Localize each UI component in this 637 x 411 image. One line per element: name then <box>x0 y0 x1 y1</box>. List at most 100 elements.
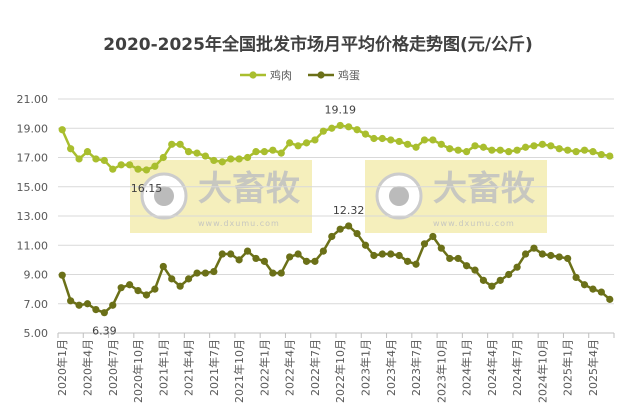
data-point <box>446 254 454 263</box>
y-tick-label: 13.00 <box>17 210 49 223</box>
x-tick-label: 2022年1月 <box>257 339 271 396</box>
data-point <box>67 145 75 153</box>
data-point <box>404 140 412 148</box>
data-label: 6.39 <box>92 325 117 338</box>
data-point <box>547 142 555 150</box>
x-tick-label: 2022年10月 <box>333 339 347 403</box>
data-point <box>530 244 538 252</box>
x-tick-label: 2022年4月 <box>283 339 297 396</box>
x-tick-label: 2023年7月 <box>409 339 423 396</box>
watermarks: 大畜牧 www.dxumu.com 大畜牧 www.dxumu.com <box>130 160 547 233</box>
data-point <box>429 232 437 241</box>
data-point <box>564 146 572 154</box>
data-point <box>488 146 496 154</box>
data-point <box>75 301 83 309</box>
legend-label: 鸡肉 <box>270 68 292 82</box>
x-tick-label: 2024年1月 <box>460 339 474 396</box>
legend-label: 鸡蛋 <box>338 68 360 82</box>
data-point <box>176 140 184 148</box>
data-point <box>117 161 125 169</box>
data-point <box>471 266 479 274</box>
data-point <box>513 263 521 271</box>
data-point <box>538 140 546 148</box>
data-point <box>193 149 201 157</box>
data-point <box>58 271 66 279</box>
data-point <box>286 253 294 261</box>
data-point <box>193 269 201 277</box>
series-layer <box>58 121 614 317</box>
data-point <box>454 146 462 154</box>
data-point <box>252 254 260 263</box>
data-point <box>479 276 488 284</box>
data-point <box>589 285 597 293</box>
x-tick-label: 2023年4月 <box>384 339 398 396</box>
x-tick-label: 2020年4月 <box>80 339 94 396</box>
data-point <box>210 267 218 276</box>
x-tick-label: 2024年4月 <box>485 339 499 396</box>
data-point <box>302 139 311 147</box>
data-point <box>218 250 226 258</box>
data-point <box>404 257 412 265</box>
data-point <box>302 257 311 265</box>
eye-pupil-icon <box>154 186 174 206</box>
x-tick-label: 2021年1月 <box>156 339 170 396</box>
x-tick-label: 2022年7月 <box>308 339 322 396</box>
x-tick-label: 2021年7月 <box>207 339 221 396</box>
x-tick-label: 2025年1月 <box>561 339 575 396</box>
data-point <box>184 275 193 283</box>
y-tick-label: 21.00 <box>17 93 49 106</box>
data-point <box>336 121 344 130</box>
data-point <box>547 251 555 260</box>
x-tick-label: 2024年10月 <box>535 339 549 403</box>
data-point <box>589 148 597 156</box>
watermark-brand: 大畜牧 <box>198 169 301 209</box>
data-point <box>184 148 193 156</box>
data-point <box>117 284 125 292</box>
data-point <box>269 146 277 154</box>
data-point <box>505 148 513 156</box>
data-point <box>572 148 580 156</box>
data-point <box>336 225 344 233</box>
data-point <box>319 127 327 135</box>
data-point <box>151 285 159 293</box>
annotations: 16.15 19.19 6.39 12.32 <box>92 103 364 337</box>
data-point <box>572 273 580 282</box>
data-point <box>471 142 479 150</box>
data-point <box>168 140 176 148</box>
data-point <box>151 162 159 170</box>
data-point <box>252 148 260 156</box>
x-tick-label: 2025年4月 <box>586 339 600 396</box>
data-point <box>142 291 151 299</box>
x-tick-label: 2020年1月 <box>55 339 69 396</box>
data-point <box>420 240 429 248</box>
data-point <box>201 152 210 160</box>
data-point <box>395 251 403 260</box>
data-point <box>134 165 142 173</box>
data-point <box>126 281 134 289</box>
watermark: 大畜牧 www.dxumu.com <box>365 160 547 233</box>
legend: 鸡肉 鸡蛋 <box>240 68 360 82</box>
data-point <box>378 250 386 258</box>
data-point <box>235 256 243 264</box>
data-point <box>134 286 142 295</box>
data-point <box>353 126 361 134</box>
x-tick-label: 2020年7月 <box>106 339 120 396</box>
y-tick-label: 9.00 <box>24 269 49 282</box>
data-point <box>319 247 327 255</box>
data-point <box>92 155 100 163</box>
data-point <box>159 262 167 271</box>
data-point <box>597 150 605 159</box>
data-point <box>227 250 235 258</box>
data-point <box>353 229 361 238</box>
data-point <box>361 130 370 138</box>
data-point <box>286 139 294 147</box>
data-point <box>479 143 488 151</box>
x-tick-label: 2023年1月 <box>358 339 372 396</box>
data-point <box>109 301 117 309</box>
data-point <box>597 288 605 296</box>
data-point <box>606 152 614 160</box>
data-point <box>538 250 546 258</box>
data-point <box>311 257 319 265</box>
data-point <box>109 165 117 173</box>
series-鸡肉 <box>58 121 614 174</box>
